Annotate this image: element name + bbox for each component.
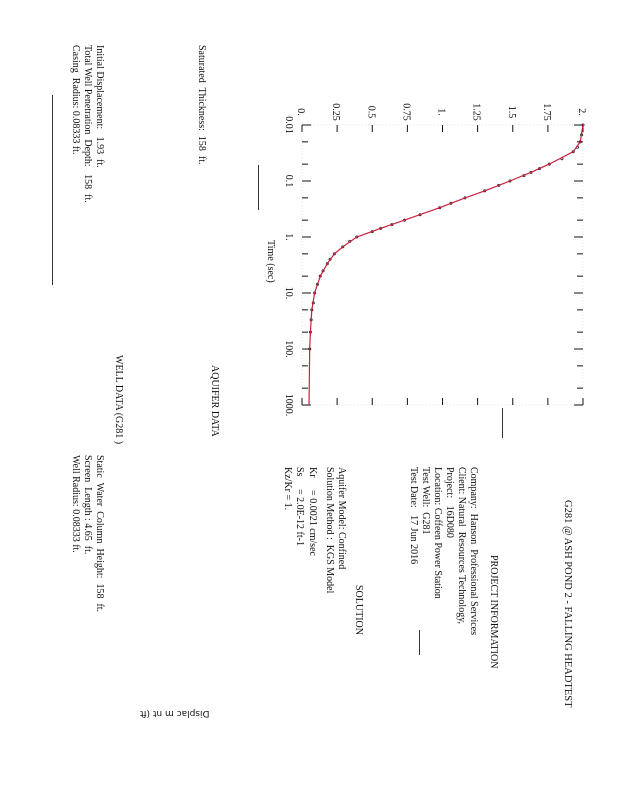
x-axis-label: Time (sec) — [265, 240, 276, 283]
well-data-heading: WELL DATA (G281 ) — [113, 355, 124, 445]
project-company: Company: Hanson Professional Services — [468, 467, 479, 636]
saturated-thickness: Saturated Thickness: 158 ft. — [196, 45, 207, 165]
casing-radius: Casing Radius: 0.08333 ft. — [70, 45, 81, 155]
solution-kr: Kr = 0.0021 cm/sec — [307, 467, 318, 556]
project-client: Client: Natural Resources Technology, — [456, 467, 467, 625]
x-tick-label: 1. — [283, 233, 294, 241]
divider — [258, 165, 259, 210]
y-tick-label: 2. — [576, 108, 587, 116]
y-tick-label: 1. — [436, 108, 447, 116]
y-tick-label: 1.25 — [471, 103, 482, 121]
divider — [419, 630, 420, 655]
fitted-curve — [308, 124, 584, 406]
solution-ss: Ss = 2.0E-12 ft-1 — [294, 467, 305, 546]
project-number: Project: 16D080 — [444, 467, 455, 538]
divider — [52, 95, 53, 285]
y-tick-label: 0.25 — [330, 103, 341, 121]
project-test-date: Test Date: 17 Jun 2016 — [408, 467, 419, 565]
x-tick-label: 100. — [283, 340, 294, 358]
y-tick-label: 0. — [295, 108, 306, 116]
static-water-column-height: Static Water Column Height: 158 ft. — [94, 455, 105, 613]
solution-heading: SOLUTION — [353, 585, 364, 635]
aquifer-data-heading: AQUIFER DATA — [209, 365, 220, 437]
observed-point — [332, 252, 336, 256]
screen-length: Screen Length : 4.65 ft. — [82, 455, 93, 555]
solution-method: Solution Method : KGS Model — [324, 467, 335, 594]
project-test-well: Test Well: G281 — [420, 467, 431, 535]
well-radius: Well Radius: 0.08333 ft. — [70, 455, 81, 553]
x-tick-label: 0.01 — [283, 116, 294, 134]
observed-point — [341, 245, 345, 249]
report-title: G281 @ ASH POND 2 - FALLING HEADTEST — [562, 500, 573, 708]
x-tick-label: 0.1 — [283, 175, 294, 188]
project-info-heading: PROJECT INFORMATION — [488, 555, 499, 669]
initial-displacement: Initial Displacement: 1.93 ft. — [94, 45, 105, 168]
y-tick-label: 0.75 — [400, 103, 411, 121]
x-tick-label: 10. — [283, 287, 294, 300]
solution-kz-kr: Kz/Kr = 1. — [282, 467, 293, 511]
total-penetration-depth: Total Well Penetration Depth: 158 ft. — [82, 45, 93, 203]
plot-frame — [301, 124, 584, 406]
y-tick-label: 0.5 — [365, 106, 376, 119]
y-tick-label: 1.75 — [541, 103, 552, 121]
y-tick-label: 1.5 — [506, 106, 517, 119]
x-tick-label: 1000. — [283, 394, 294, 417]
project-location: Location: Coffeen Power Station — [432, 467, 443, 599]
solution-aquifer-model: Aquifer Model: Confined — [336, 467, 347, 570]
divider — [502, 408, 503, 438]
